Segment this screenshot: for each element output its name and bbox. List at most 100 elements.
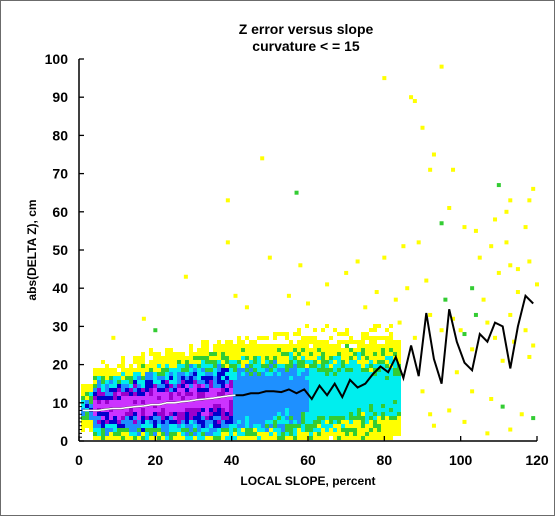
density-cell xyxy=(397,384,401,388)
density-cell xyxy=(173,420,177,424)
density-cell xyxy=(245,420,249,424)
outlier-point xyxy=(363,305,368,310)
density-cell xyxy=(377,428,381,432)
density-cell xyxy=(229,380,233,384)
density-cell xyxy=(357,356,361,360)
density-cell xyxy=(313,388,317,392)
density-cell xyxy=(389,376,393,380)
density-cell xyxy=(353,372,357,376)
density-cell xyxy=(301,436,305,440)
density-cell xyxy=(253,412,257,416)
density-cell xyxy=(393,400,397,404)
density-cell xyxy=(381,376,385,380)
density-cell xyxy=(313,376,317,380)
density-cell xyxy=(269,416,273,420)
density-cell xyxy=(285,356,289,360)
density-cell xyxy=(237,420,241,424)
density-cell xyxy=(365,436,369,440)
density-cell xyxy=(345,332,349,336)
density-cell xyxy=(273,356,277,360)
density-cell xyxy=(261,384,265,388)
density-cell xyxy=(177,368,181,372)
density-cell xyxy=(209,400,213,404)
density-cell xyxy=(245,356,249,360)
outlier-point xyxy=(225,198,230,203)
density-cell xyxy=(341,388,345,392)
density-cell xyxy=(393,416,397,420)
density-cell xyxy=(213,416,217,420)
density-cell xyxy=(193,392,197,396)
density-cell xyxy=(385,364,389,368)
density-cell xyxy=(241,432,245,436)
density-cell xyxy=(109,416,113,420)
density-cell xyxy=(109,384,113,388)
density-cell xyxy=(381,384,385,388)
density-cell xyxy=(297,400,301,404)
density-cell xyxy=(201,396,205,400)
density-cell xyxy=(97,420,101,424)
density-cell xyxy=(273,380,277,384)
density-cell xyxy=(325,356,329,360)
outlier-point xyxy=(462,419,467,424)
density-cell xyxy=(373,360,377,364)
outlier-point xyxy=(515,267,520,272)
density-cell xyxy=(337,428,341,432)
density-cell xyxy=(225,344,229,348)
density-cell xyxy=(157,380,161,384)
density-cell xyxy=(249,408,253,412)
density-cell xyxy=(265,336,269,340)
density-cell xyxy=(309,392,313,396)
density-cell xyxy=(181,360,185,364)
density-cell xyxy=(129,392,133,396)
density-cell xyxy=(301,392,305,396)
density-cell xyxy=(309,436,313,440)
density-cell xyxy=(197,408,201,412)
density-cell xyxy=(337,356,341,360)
density-cell xyxy=(257,356,261,360)
density-cell xyxy=(261,396,265,400)
density-cell xyxy=(301,348,305,352)
outlier-point xyxy=(355,259,360,264)
density-cell xyxy=(213,364,217,368)
density-cell xyxy=(261,372,265,376)
density-cell xyxy=(173,356,177,360)
density-cell xyxy=(393,352,397,356)
density-cell xyxy=(221,344,225,348)
density-cell xyxy=(173,432,177,436)
density-cell xyxy=(161,388,165,392)
density-cell xyxy=(89,416,93,420)
density-cell xyxy=(197,416,201,420)
density-cell xyxy=(117,392,121,396)
density-cell xyxy=(117,420,121,424)
density-cell xyxy=(301,336,305,340)
density-cell xyxy=(393,340,397,344)
density-cell xyxy=(337,424,341,428)
density-cell xyxy=(189,360,193,364)
density-cell xyxy=(353,400,357,404)
density-cell xyxy=(169,424,173,428)
density-cell xyxy=(181,412,185,416)
density-cell xyxy=(309,368,313,372)
density-cell xyxy=(253,368,257,372)
density-cell xyxy=(353,412,357,416)
density-cell xyxy=(101,416,105,420)
density-cell xyxy=(369,368,373,372)
density-cell xyxy=(301,400,305,404)
density-cell xyxy=(89,424,93,428)
density-cell xyxy=(165,420,169,424)
density-cell xyxy=(129,372,133,376)
density-cell xyxy=(253,400,257,404)
density-cell xyxy=(153,428,157,432)
density-cell xyxy=(353,388,357,392)
density-cell xyxy=(317,392,321,396)
y-tick-label: 40 xyxy=(52,280,68,296)
density-cell xyxy=(385,348,389,352)
density-cell xyxy=(197,388,201,392)
density-cell xyxy=(217,392,221,396)
density-cell xyxy=(197,412,201,416)
density-cell xyxy=(273,332,277,336)
density-cell xyxy=(317,380,321,384)
density-cell xyxy=(365,368,369,372)
density-cell xyxy=(297,428,301,432)
density-cell xyxy=(217,368,221,372)
